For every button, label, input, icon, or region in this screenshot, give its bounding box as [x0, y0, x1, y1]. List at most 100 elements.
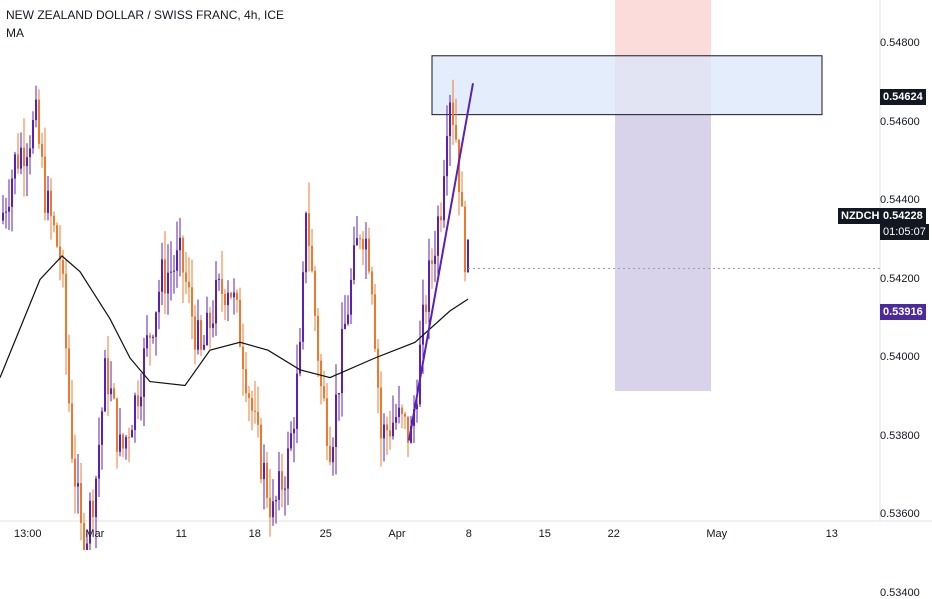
x-tick-label: 13:00	[14, 528, 42, 540]
candle-down	[371, 271, 373, 295]
candle-down	[236, 292, 238, 300]
candle-up	[47, 190, 49, 213]
candle-up	[146, 335, 148, 349]
candle-up	[422, 304, 424, 345]
candle-down	[200, 320, 202, 350]
candle-up	[233, 292, 235, 298]
candle-up	[347, 314, 349, 324]
symbol-tag: NZDCHF	[838, 208, 890, 224]
candle-up	[203, 344, 205, 350]
y-tick-label: 0.54600	[880, 115, 920, 128]
candle-up	[302, 272, 304, 342]
candle-down	[368, 238, 370, 272]
candle-up	[134, 395, 136, 431]
candle-up	[125, 437, 127, 449]
candle-up	[290, 433, 292, 449]
candle-up	[344, 323, 346, 329]
candle-up	[179, 237, 181, 251]
indicator-label-ma: MA	[6, 26, 24, 40]
candle-up	[284, 488, 286, 490]
chart-canvas[interactable]	[0, 0, 932, 550]
candle-down	[374, 294, 376, 349]
candle-up	[14, 154, 16, 179]
y-tick-label: 0.53600	[880, 508, 920, 520]
candle-down	[401, 407, 403, 414]
candle-down	[221, 279, 223, 294]
x-tick-label: 18	[248, 528, 261, 540]
y-tick-label: 0.54800	[880, 37, 920, 49]
candle-down	[182, 237, 184, 273]
candle-up	[197, 320, 199, 350]
candle-up	[296, 373, 298, 429]
candle-down	[17, 154, 19, 169]
candle-up	[104, 358, 106, 412]
candle-down	[455, 124, 457, 140]
candle-up	[275, 499, 277, 502]
candle-down	[386, 424, 388, 431]
y-tick-label: 0.54200	[880, 272, 920, 285]
candle-down	[194, 316, 196, 350]
ma-line	[0, 255, 469, 387]
candle-up	[341, 328, 343, 394]
candle-up	[218, 279, 220, 281]
x-tick-label: 8	[465, 528, 472, 540]
current-price-tag: 0.54228	[880, 208, 926, 224]
candle-down	[407, 416, 409, 443]
candle-down	[62, 260, 64, 274]
candle-down	[245, 369, 247, 394]
candle-up	[2, 212, 4, 221]
candle-up	[8, 206, 10, 212]
candle-up	[206, 312, 208, 345]
candle-down	[68, 348, 70, 404]
candle-up	[227, 292, 229, 306]
candle-up	[119, 434, 121, 452]
candle-down	[50, 190, 52, 216]
candle-up	[263, 462, 265, 480]
candle-down	[92, 500, 94, 518]
candle-down	[53, 215, 55, 226]
candle-down	[242, 346, 244, 370]
candle-down	[137, 395, 139, 407]
zone-top-price-tag: 0.54624	[880, 89, 926, 105]
candle-up	[437, 216, 439, 256]
candle-up	[11, 178, 13, 207]
candle-up	[215, 279, 217, 324]
candle-up	[173, 270, 175, 272]
candle-down	[23, 147, 25, 167]
candle-up	[272, 501, 274, 518]
candle-up	[98, 444, 100, 479]
candle-down	[440, 216, 442, 221]
candle-up	[140, 396, 142, 407]
resistance-zone-box	[431, 55, 823, 116]
candle-down	[71, 403, 73, 459]
candle-up	[332, 446, 334, 463]
candle-up	[434, 255, 436, 264]
candle-down	[269, 497, 271, 518]
candle-down	[185, 272, 187, 282]
candle-down	[404, 413, 406, 417]
x-tick-label: Apr	[388, 528, 406, 540]
candle-up	[161, 259, 163, 292]
candle-down	[59, 246, 61, 261]
y-tick-label: 0.53400	[880, 586, 920, 599]
candle-down	[326, 398, 328, 446]
candle-up	[29, 148, 31, 158]
candle-up	[353, 245, 355, 280]
candle-down	[113, 388, 115, 399]
candle-up	[158, 291, 160, 313]
candle-up	[350, 279, 352, 315]
candle-up	[449, 102, 451, 137]
candle-up	[176, 250, 178, 271]
candle-up	[398, 407, 400, 418]
candle-down	[320, 360, 322, 387]
candle-up	[32, 120, 34, 149]
candle-down	[149, 335, 151, 338]
y-tick-label: 0.54400	[880, 194, 920, 206]
candle-down	[191, 287, 193, 317]
candle-down	[209, 312, 211, 328]
candle-down	[239, 299, 241, 347]
candle-up	[86, 543, 88, 550]
candle-down	[317, 315, 319, 361]
candle-down	[323, 386, 325, 399]
